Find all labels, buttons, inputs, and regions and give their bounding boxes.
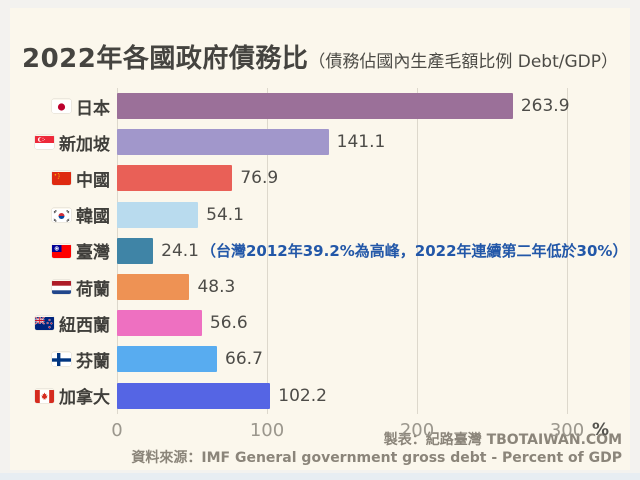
country-label: 日本 [76, 98, 110, 119]
country-label: 芬蘭 [76, 351, 110, 372]
chart-title-main: 2022年各國政府債務比 [21, 44, 309, 74]
netherlands-flag-icon [52, 280, 71, 295]
chart-row: 紐西蘭 56.6 [10, 305, 630, 341]
country-label: 臺灣 [76, 243, 110, 264]
country-label-cell: 中國 [10, 166, 117, 191]
country-label-cell: 韓國 [10, 202, 117, 227]
china-flag-icon [52, 171, 71, 186]
value-label: 76.9 [240, 168, 279, 189]
country-label-cell: 芬蘭 [10, 347, 117, 372]
country-label-cell: 荷蘭 [10, 275, 117, 300]
chart-row: 日本 263.9 [10, 88, 630, 124]
taiwan-flag-icon [52, 244, 71, 258]
bar-新加坡 [117, 129, 329, 156]
country-label: 新加坡 [59, 134, 110, 155]
bar-加拿大 [117, 382, 271, 409]
bar-日本 [117, 93, 513, 120]
gridline-300 [567, 88, 568, 414]
country-label-cell: 臺灣 [10, 238, 117, 263]
x-axis: 0 100 200 300% [111, 420, 617, 444]
chart-title: 2022年各國政府債務比（債務佔國內生產毛額比例 Debt/GDP） [10, 38, 630, 75]
bar-中國 [117, 165, 233, 192]
korea-flag-icon [52, 208, 71, 222]
country-label: 紐西蘭 [59, 315, 110, 336]
new-zealand-flag-icon [35, 316, 54, 331]
chart-row: 臺灣 24.1 （台灣2012年39.2%為高峰，2022年連續第二年低於30%） [10, 233, 630, 269]
gridline-100 [267, 88, 268, 414]
chart-row: 中國 76.9 [10, 160, 630, 196]
bar-韓國 [117, 201, 199, 228]
chart-title-sub: （債務佔國內生產毛額比例 Debt/GDP） [308, 52, 619, 72]
taiwan-peak-annotation: （台灣2012年39.2%為高峰，2022年連續第二年低於30%） [201, 242, 628, 261]
chart-row: 芬蘭 66.7 [10, 341, 630, 377]
canada-flag-icon [35, 389, 54, 403]
chart-row: 加拿大 102.2 [10, 378, 630, 414]
country-label-cell: 紐西蘭 [10, 311, 117, 336]
bar-chart: 日本 263.9 新加坡 141.1 中國 76.9 韓國 54.1 臺灣 24.1 （台灣2012… [10, 84, 630, 444]
bar-荷蘭 [117, 274, 190, 301]
value-label: 141.1 [336, 132, 386, 153]
country-label: 加拿大 [59, 388, 110, 409]
country-label-cell: 日本 [10, 94, 117, 119]
country-label-cell: 加拿大 [10, 383, 117, 408]
chart-row: 新加坡 141.1 [10, 124, 630, 160]
country-label-cell: 新加坡 [10, 130, 117, 155]
bar-芬蘭 [117, 346, 218, 373]
chart-card: 2022年各國政府債務比（債務佔國內生產毛額比例 Debt/GDP） 日本 263… [10, 8, 630, 470]
country-label: 荷蘭 [76, 279, 110, 300]
value-label: 54.1 [206, 204, 244, 225]
country-label: 中國 [76, 170, 110, 191]
x-tick-200: 200 [399, 420, 435, 441]
finland-flag-icon [52, 352, 71, 367]
chart-rows: 日本 263.9 新加坡 141.1 中國 76.9 韓國 54.1 臺灣 24.1 （台灣2012… [10, 88, 630, 414]
bar-紐西蘭 [117, 310, 202, 337]
credit-line: 製表：紀路臺灣 TBOTAIWAN.COM [383, 431, 622, 448]
singapore-flag-icon [35, 135, 54, 150]
x-tick-300: 300 [549, 420, 585, 441]
value-label: 24.1 [161, 240, 199, 261]
value-label: 263.9 [520, 96, 570, 117]
gridline-200 [417, 88, 418, 414]
chart-footer: 製表：紀路臺灣 TBOTAIWAN.COM 資料來源：IMF General g… [131, 431, 622, 467]
chart-row: 荷蘭 48.3 [10, 269, 630, 305]
x-axis-unit-label: % [592, 420, 610, 440]
value-label: 56.6 [209, 313, 248, 334]
bar-臺灣 [117, 237, 154, 264]
value-label: 48.3 [197, 277, 236, 298]
value-label: 66.7 [225, 349, 263, 370]
bottom-strip [0, 473, 640, 480]
x-tick-0: 0 [111, 420, 123, 441]
country-label: 韓國 [76, 207, 110, 228]
x-tick-100: 100 [249, 420, 285, 441]
japan-flag-icon [52, 99, 71, 114]
value-label: 102.2 [278, 385, 327, 406]
chart-row: 韓國 54.1 [10, 197, 630, 233]
source-line: 資料來源：IMF General government gross debt -… [131, 449, 622, 466]
